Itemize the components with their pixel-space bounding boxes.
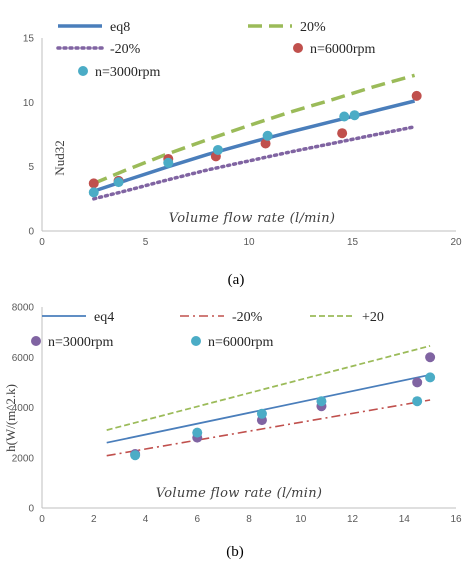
x-tick-label: 0 [39,514,45,525]
data-point [337,128,348,139]
series-line [92,125,417,201]
chart-b-legend: eq4 -20% +20 n=3000rpm n=6000rpm [31,310,384,350]
legend-label: n=6000rpm [208,335,274,350]
x-tick-label: 14 [399,514,411,525]
chart-a-lines [92,73,417,201]
data-point [88,178,99,189]
data-point [192,427,203,438]
data-point [411,90,422,101]
data-point [349,110,360,121]
x-tick-label: 20 [450,237,462,248]
data-point [256,408,267,419]
x-tick-label: 15 [347,237,359,248]
chart-b-ylabel: h(W/(m^2.k) [3,384,18,452]
y-tick-label: 4000 [12,403,35,414]
y-tick-label: 5 [28,162,34,173]
data-point [113,177,124,188]
data-point [339,111,350,122]
series-line [93,99,416,193]
y-tick-label: 10 [23,98,35,109]
y-tick-label: 15 [23,34,35,45]
data-point [212,144,223,155]
chart-a-ylabel: Nud32 [52,140,67,175]
y-tick-label: 0 [28,504,34,515]
data-point [412,396,423,407]
x-tick-label: 0 [39,237,45,248]
chart-b-points [130,352,436,461]
chart-b-axes [41,307,456,509]
x-tick-label: 8 [246,514,252,525]
x-tick-label: 16 [450,514,462,525]
y-tick-label: 6000 [12,353,35,364]
y-tick-label: 2000 [12,453,35,464]
legend-label: n=6000rpm [310,42,376,57]
chart-b: 0 2 4 6 8 10 12 14 16 0 2000 4000 6000 8000 eq4 -20% +2… [3,303,462,561]
legend-label: eq4 [94,310,114,325]
legend-label: 20% [300,20,326,35]
legend-marker [191,336,201,346]
chart-a-points [88,90,422,198]
series-line [93,73,416,186]
x-tick-label: 6 [194,514,200,525]
x-tick-label: 5 [143,237,149,248]
chart-a: 0 5 10 15 20 0 5 10 15 eq8 20% -20% n=6000rpm n=3000… [23,20,462,288]
chart-b-lines [106,345,431,457]
y-tick-label: 0 [28,227,34,238]
x-tick-label: 4 [143,514,149,525]
x-tick-label: 10 [295,514,307,525]
data-point [262,130,273,141]
legend-label: n=3000rpm [48,335,114,350]
chart-a-ticks: 0 5 10 15 20 0 5 10 15 [23,34,462,249]
y-tick-label: 8000 [12,303,35,314]
legend-label: +20 [362,310,384,325]
x-tick-label: 2 [91,514,97,525]
legend-marker [31,336,41,346]
series-line [106,399,431,457]
series-line [106,345,431,431]
legend-label: -20% [232,310,263,325]
legend-label: n=3000rpm [95,65,161,80]
legend-label: -20% [110,42,141,57]
data-point [88,187,99,198]
data-point [130,450,141,461]
x-tick-label: 10 [243,237,255,248]
x-tick-label: 12 [347,514,359,525]
chart-b-xlabel: Volume flow rate (l/min) [156,486,323,501]
legend-marker [293,43,303,53]
data-point [425,352,436,363]
legend-label: eq8 [110,20,130,35]
legend-marker [78,66,88,76]
data-point [316,396,327,407]
chart-a-axes [41,38,456,232]
series-line [106,373,431,444]
chart-a-caption: (a) [228,272,245,288]
chart-a-xlabel: Volume flow rate (l/min) [169,211,336,226]
data-point [163,157,174,168]
chart-b-caption: (b) [226,544,244,560]
chart-b-ticks: 0 2 4 6 8 10 12 14 16 0 2000 4000 6000 8000 [12,303,462,526]
data-point [260,138,271,149]
chart-a-legend: eq8 20% -20% n=6000rpm n=3000rpm [56,20,376,80]
data-point [425,372,436,383]
data-point [412,377,423,388]
